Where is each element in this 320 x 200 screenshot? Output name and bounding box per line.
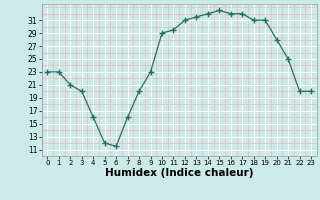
X-axis label: Humidex (Indice chaleur): Humidex (Indice chaleur)	[105, 168, 253, 178]
